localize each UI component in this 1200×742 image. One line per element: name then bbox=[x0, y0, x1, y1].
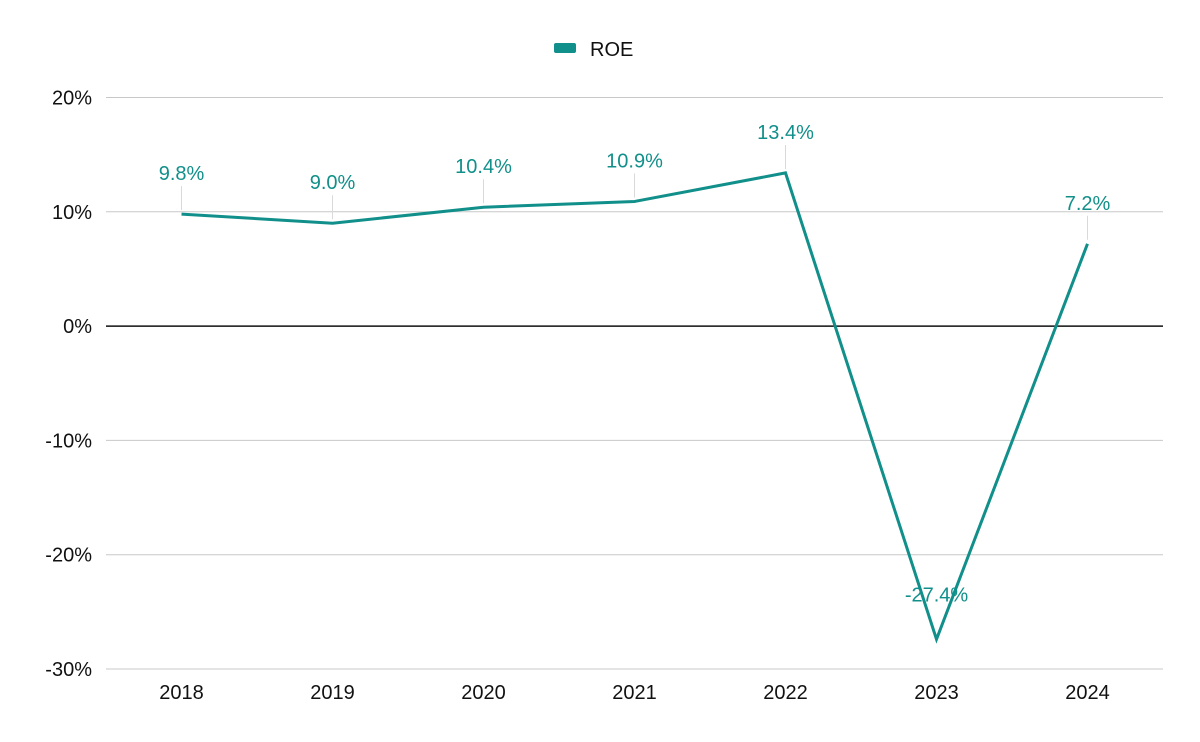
x-tick-label: 2018 bbox=[159, 682, 204, 704]
x-tick-label: 2024 bbox=[1065, 682, 1110, 704]
y-tick-label: -30% bbox=[45, 659, 92, 681]
legend: ROE bbox=[554, 39, 633, 61]
y-tick-label: 20% bbox=[52, 88, 92, 110]
data-label: 9.8% bbox=[159, 163, 205, 185]
y-tick-label: 0% bbox=[63, 316, 92, 338]
data-labels: 9.8% 9.0% 10.4% 10.9% 13.4% -27.4% 7.2% bbox=[159, 122, 1111, 606]
y-tick-label: -20% bbox=[45, 545, 92, 567]
legend-swatch-roe bbox=[554, 43, 576, 53]
x-tick-label: 2019 bbox=[310, 682, 355, 704]
data-label: 10.4% bbox=[455, 156, 512, 178]
legend-label-roe: ROE bbox=[590, 39, 633, 61]
x-tick-label: 2022 bbox=[763, 682, 808, 704]
y-tick-label: -10% bbox=[45, 430, 92, 452]
x-tick-label: 2020 bbox=[461, 682, 506, 704]
x-tick-label: 2021 bbox=[612, 682, 657, 704]
gridlines bbox=[106, 97, 1163, 670]
data-label: -27.4% bbox=[905, 584, 969, 606]
series-line-roe bbox=[181, 171, 1089, 644]
y-tick-label: 10% bbox=[52, 202, 92, 224]
data-label: 13.4% bbox=[757, 122, 814, 144]
y-axis-tick-labels: 20% 10% 0% -10% -20% -30% bbox=[45, 88, 92, 682]
data-label: 9.0% bbox=[310, 172, 356, 194]
data-label-leader-lines bbox=[181, 144, 1088, 240]
data-label: 7.2% bbox=[1065, 193, 1111, 215]
x-axis-tick-labels: 2018 2019 2020 2021 2022 2023 2024 bbox=[159, 682, 1110, 704]
x-tick-label: 2023 bbox=[914, 682, 959, 704]
data-label: 10.9% bbox=[606, 151, 663, 173]
